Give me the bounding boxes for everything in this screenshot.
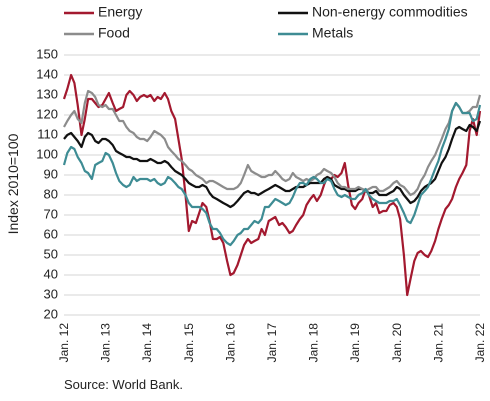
x-tick-label: Jan. 18: [307, 323, 321, 363]
series-lines: [62, 73, 482, 297]
y-tick-label: 20: [44, 306, 58, 321]
x-tick-label: Jan. 14: [140, 323, 154, 363]
y-tick-label: 30: [44, 286, 58, 301]
y-axis-label: Index 2010=100: [5, 133, 21, 234]
y-tick-label: 140: [36, 66, 58, 81]
y-tick-label: 50: [44, 246, 58, 261]
x-tick-label: Jan. 20: [390, 323, 404, 363]
legend-label: Non-energy commodities: [312, 4, 468, 20]
gridlines: [64, 54, 480, 316]
x-tick-label: Jan. 22: [473, 323, 487, 363]
x-tick-label: Jan. 17: [265, 323, 279, 363]
legend: Energy Non-energy commodities Food Metals: [64, 4, 468, 41]
y-tick-label: 110: [37, 126, 58, 141]
series-line-energy: [62, 73, 482, 297]
legend-label: Food: [98, 25, 130, 41]
x-tick-label: Jan. 16: [223, 323, 237, 363]
x-axis-ticks: Jan. 12 Jan. 13 Jan. 14 Jan. 15 Jan. 16 Jan. …: [57, 323, 487, 363]
y-tick-label: 150: [36, 46, 58, 61]
x-tick-label: Jan. 13: [99, 323, 113, 363]
y-tick-label: 100: [36, 146, 58, 161]
source-note: Source: World Bank.: [64, 377, 183, 392]
series-line-metals: [62, 101, 482, 247]
series-line-food: [63, 89, 482, 197]
series-line-non-energy-commodities: [63, 120, 482, 209]
y-tick-label: 130: [36, 86, 58, 101]
y-tick-label: 40: [44, 266, 58, 281]
y-axis-ticks: 20 30 40 50 60 70 80 90 100 110 120 130 140 150: [36, 46, 58, 321]
x-tick-label: Jan. 19: [348, 323, 362, 363]
x-tick-label: Jan. 12: [57, 323, 71, 363]
y-tick-label: 90: [44, 166, 58, 181]
y-tick-label: 70: [44, 206, 58, 221]
y-tick-label: 120: [36, 106, 58, 121]
x-tick-label: Jan. 15: [182, 323, 196, 363]
x-tick-label: Jan. 21: [431, 323, 445, 363]
y-tick-label: 80: [44, 186, 58, 201]
y-tick-label: 60: [44, 226, 58, 241]
legend-label: Metals: [312, 25, 353, 41]
legend-label: Energy: [98, 4, 142, 20]
